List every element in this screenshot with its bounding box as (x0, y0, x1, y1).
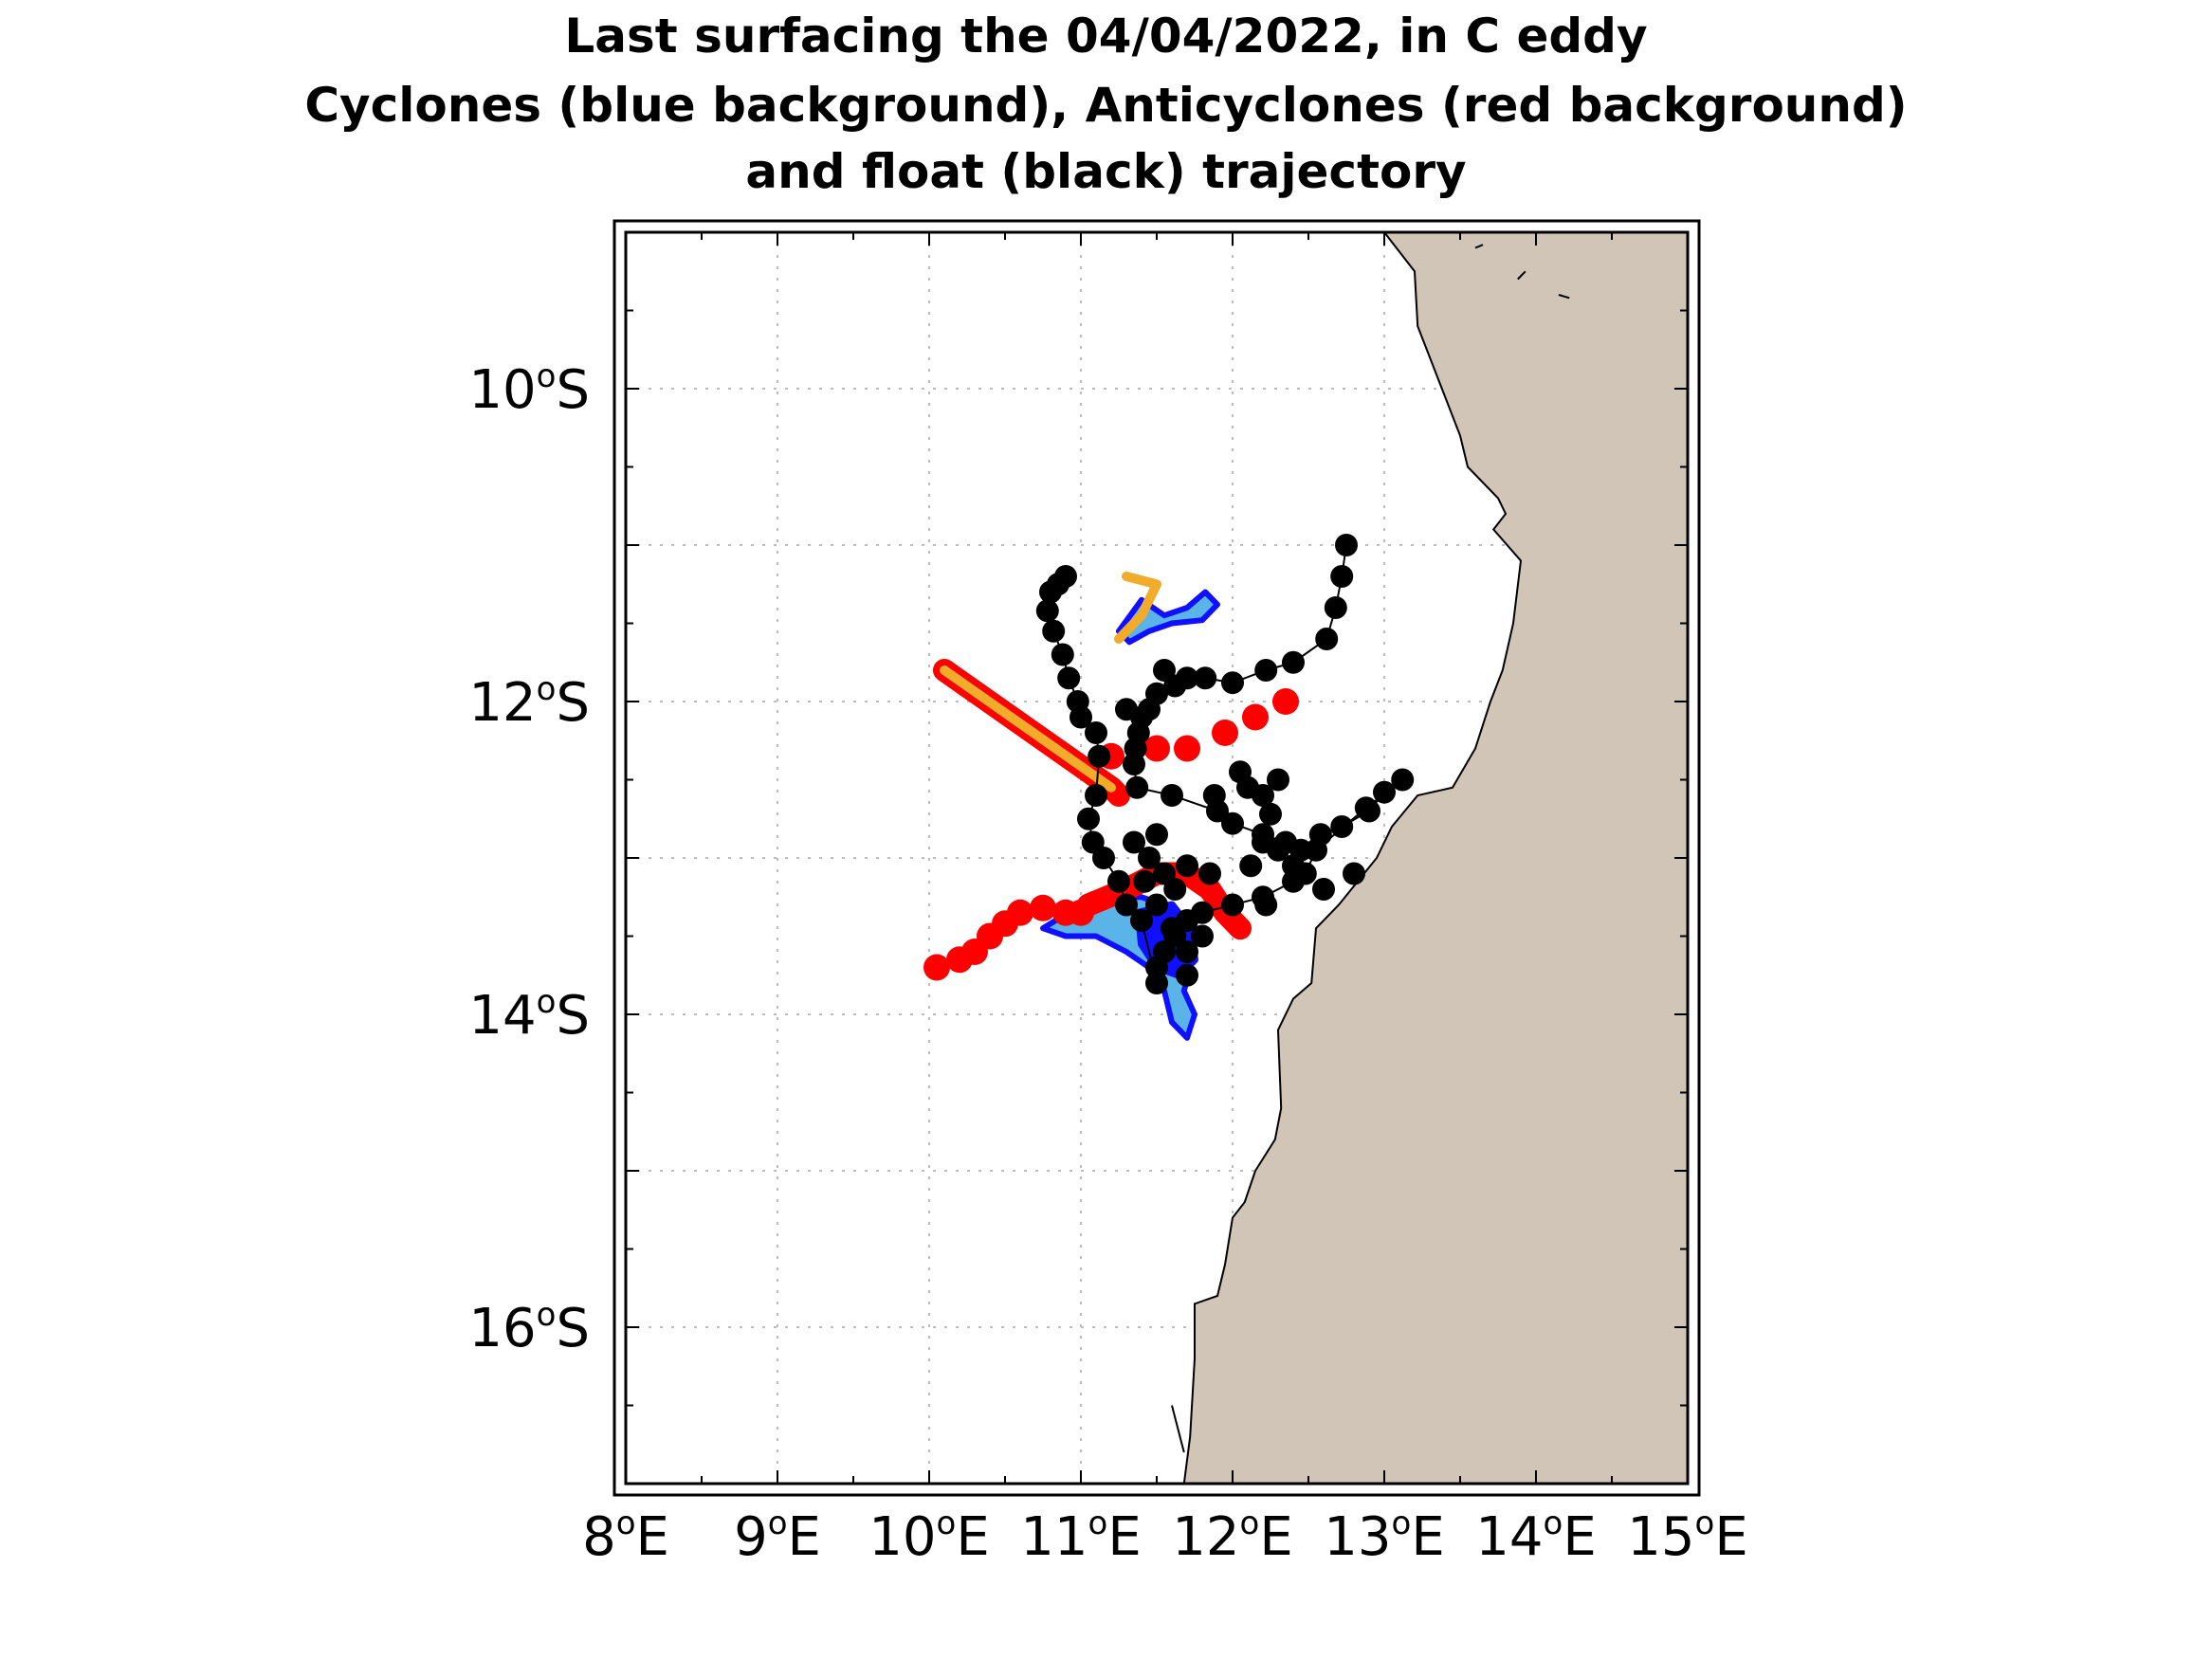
float-position (1259, 803, 1282, 826)
float-position (1176, 666, 1198, 689)
y-tick-label: 14oS (468, 983, 590, 1047)
float-position (1330, 565, 1353, 588)
anticyclone-center-point (1212, 720, 1238, 746)
anticyclone-center-point (1068, 900, 1094, 926)
float-position (1123, 831, 1145, 854)
float-position (1123, 753, 1145, 775)
x-tick-label: 14oE (1475, 1504, 1596, 1568)
x-tick-label: 13oE (1324, 1504, 1444, 1568)
anticyclone-center-point (1242, 704, 1269, 731)
float-position (1305, 839, 1327, 862)
float-position (1312, 878, 1335, 901)
float-position (1325, 596, 1347, 619)
float-position (1107, 870, 1130, 893)
float-position (1145, 894, 1168, 917)
float-position (1176, 854, 1198, 877)
float-position (1203, 784, 1226, 807)
float-position (1335, 534, 1358, 556)
float-position (1198, 863, 1221, 885)
x-tick-label: 10oE (868, 1504, 989, 1568)
float-position (1315, 628, 1338, 650)
float-position (1282, 651, 1305, 674)
anticyclone-center-point (923, 955, 950, 981)
float-position (1221, 812, 1244, 835)
float-position (1054, 565, 1077, 588)
float-position (1176, 964, 1198, 987)
float-position (1161, 784, 1183, 807)
float-position (1229, 760, 1252, 783)
float-position (1145, 823, 1168, 846)
float-position (1088, 745, 1110, 768)
anticyclone-center-point (1272, 688, 1299, 715)
float-position (1161, 917, 1183, 939)
float-position (1221, 671, 1244, 694)
x-tick-label: 15oE (1627, 1504, 1747, 1568)
float-position (1077, 808, 1100, 830)
float-position (1254, 894, 1277, 917)
y-tick-label: 12oS (468, 670, 590, 734)
float-position (1163, 878, 1186, 901)
float-position (1282, 854, 1305, 877)
float-position (1221, 894, 1244, 917)
float-position (1085, 784, 1107, 807)
float-position (1042, 620, 1065, 643)
float-position (1254, 659, 1277, 682)
float-position (1067, 690, 1089, 713)
float-position (1355, 796, 1378, 819)
x-tick-label: 9oE (734, 1504, 821, 1568)
anticyclone-center-point (1030, 895, 1056, 921)
float-position (1145, 972, 1168, 994)
x-tick-label: 11oE (1020, 1504, 1141, 1568)
float-position (1153, 659, 1176, 682)
float-position (1343, 863, 1365, 885)
float-position (1125, 776, 1148, 799)
anticyclone-center-point (1007, 900, 1033, 926)
y-tick-label: 16oS (468, 1296, 590, 1359)
float-position (1191, 925, 1214, 948)
float-position (1051, 644, 1074, 666)
x-tick-label: 12oE (1172, 1504, 1292, 1568)
float-position (1115, 698, 1138, 720)
float-position (1239, 854, 1262, 877)
x-tick-label: 8oE (582, 1504, 669, 1568)
y-tick-label: 10oS (468, 357, 590, 421)
float-position (1133, 870, 1156, 893)
float-position (1115, 894, 1138, 917)
float-position (1057, 666, 1080, 689)
float-position (1330, 815, 1353, 838)
float-position (1391, 769, 1414, 792)
float-position (1082, 831, 1105, 854)
anticyclone-center-point (1174, 736, 1200, 762)
